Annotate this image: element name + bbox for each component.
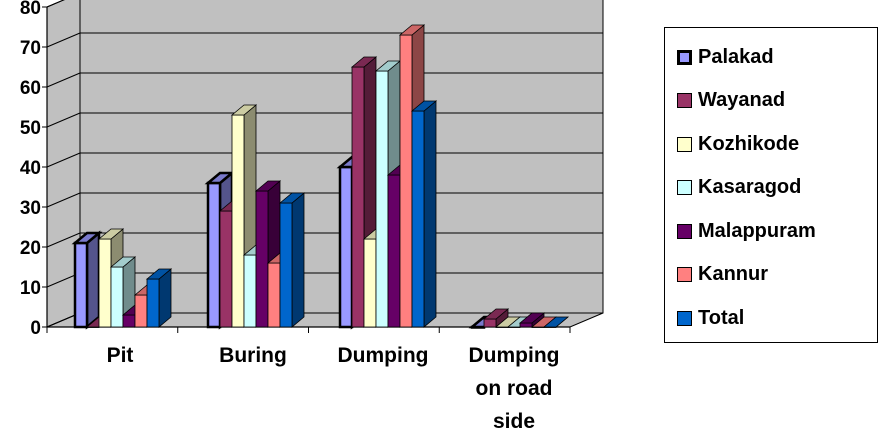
x-category-label: Dumping <box>338 344 429 367</box>
legend-swatch <box>677 180 692 195</box>
legend-swatch <box>677 136 692 152</box>
legend-label: Kannur <box>698 263 768 285</box>
legend-item-wayanad: Wayanad <box>677 89 785 113</box>
gridline-side <box>46 72 81 88</box>
legend-swatch <box>677 49 692 65</box>
legend-label: Wayanad <box>698 89 786 111</box>
legend-swatch <box>677 310 692 326</box>
y-tick-label: 60 <box>20 78 41 99</box>
gridline-side <box>46 32 81 48</box>
gridline-side <box>46 0 65 8</box>
bar-palakad-0 <box>71 230 103 330</box>
y-tick-label: 20 <box>20 238 41 259</box>
legend-label: Kasaragod <box>698 176 802 198</box>
legend-label: Total <box>698 306 745 329</box>
legend-swatch <box>677 93 692 108</box>
gridline-side <box>46 112 81 128</box>
bar-total-1 <box>278 192 306 328</box>
gridline-side <box>46 192 81 208</box>
legend-item-kannur: Kannur <box>677 263 768 287</box>
legend-label: Palakad <box>698 45 774 68</box>
gridline-side <box>46 232 81 248</box>
legend: Palakad Wayanad Kozhikode Kasaragod Malappur… <box>664 27 878 343</box>
y-tick-label: 80 <box>20 0 41 19</box>
y-tick-label: 0 <box>30 318 41 339</box>
y-tick-label: 10 <box>20 278 41 299</box>
legend-swatch <box>677 267 692 282</box>
bar-malappuram-1 <box>254 180 282 328</box>
y-tick-label: 30 <box>20 198 41 219</box>
gridline-side <box>46 152 81 168</box>
legend-item-kasaragod: Kasaragod <box>677 176 801 200</box>
bar-total-0 <box>145 268 173 328</box>
legend-label: Kozhikode <box>698 132 800 155</box>
legend-swatch <box>677 223 692 239</box>
x-category-label: Buring <box>219 344 287 367</box>
y-tick-label: 70 <box>20 38 41 59</box>
legend-item-kozhikode: Kozhikode <box>677 132 799 156</box>
bar-malappuram-3 <box>518 312 546 328</box>
bar-total-2 <box>410 100 438 328</box>
y-tick-label: 40 <box>20 158 41 179</box>
legend-item-malappuram: Malappuram <box>677 219 816 243</box>
legend-label: Malappuram <box>698 219 816 242</box>
bar-total-3 <box>542 316 570 328</box>
legend-item-palakad: Palakad <box>677 45 774 69</box>
y-tick-label: 50 <box>20 118 41 139</box>
x-category-label: Pit <box>107 344 134 367</box>
x-category-label: Dumping on road side <box>469 344 560 433</box>
legend-item-total: Total <box>677 306 744 330</box>
